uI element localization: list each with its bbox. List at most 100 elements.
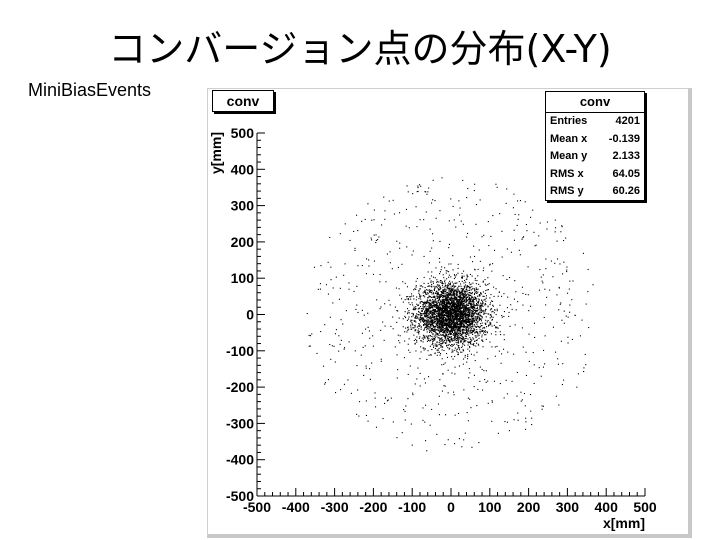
scatter-point (463, 275, 465, 277)
scatter-point (493, 286, 495, 288)
scatter-point (451, 312, 453, 314)
scatter-point (356, 214, 358, 216)
scatter-point (492, 215, 494, 217)
scatter-point (438, 311, 440, 313)
scatter-point (452, 344, 454, 346)
scatter-point (565, 315, 567, 317)
scatter-point (445, 312, 447, 314)
scatter-point (464, 301, 466, 303)
scatter-point (386, 253, 388, 255)
scatter-point (465, 335, 467, 337)
axes: -500 -400 -300 -200 -100 0 100 200 300 400 500-500… (226, 125, 657, 515)
histogram-name-tag: conv (212, 90, 274, 112)
scatter-point (479, 329, 481, 331)
scatter-point (478, 295, 480, 297)
scatter-point (439, 332, 441, 334)
scatter-point (563, 379, 565, 381)
scatter-point (453, 302, 455, 304)
scatter-point (430, 323, 432, 325)
scatter-point (469, 289, 471, 291)
scatter-point (469, 306, 471, 308)
scatter-point (459, 325, 461, 327)
scatter-point (448, 348, 450, 350)
scatter-point (447, 338, 449, 340)
scatter-point (485, 334, 487, 336)
scatter-point (424, 310, 426, 312)
scatter-point (448, 303, 450, 305)
scatter-point (450, 312, 452, 314)
scatter-point (451, 324, 453, 326)
scatter-point (448, 331, 450, 333)
scatter-point (453, 323, 455, 325)
scatter-point (455, 305, 457, 307)
scatter-point (440, 321, 442, 323)
scatter-point (442, 326, 444, 328)
y-tick-label: 200 (231, 234, 255, 250)
scatter-point (453, 343, 455, 345)
scatter-point (412, 315, 414, 317)
scatter-point (557, 363, 559, 365)
scatter-point (442, 313, 444, 315)
scatter-point (519, 254, 521, 256)
scatter-point (404, 315, 406, 317)
scatter-point (442, 274, 444, 276)
scatter-point (449, 347, 451, 349)
scatter-point (457, 327, 459, 329)
scatter-point (456, 301, 458, 303)
scatter-point (422, 308, 424, 310)
scatter-point (485, 300, 487, 302)
scatter-point (559, 303, 561, 305)
scatter-point (448, 339, 450, 341)
scatter-point (434, 337, 436, 339)
scatter-point (466, 274, 468, 276)
scatter-point (440, 313, 442, 315)
scatter-point (459, 295, 461, 297)
scatter-point (456, 288, 458, 290)
scatter-point (474, 360, 476, 362)
scatter-point (424, 320, 426, 322)
scatter-point (455, 322, 457, 324)
scatter-point (471, 308, 473, 310)
scatter-point (434, 312, 436, 314)
scatter-point (459, 324, 461, 326)
scatter-point (473, 354, 475, 356)
scatter-point (465, 318, 467, 320)
scatter-point (428, 296, 430, 298)
scatter-point (446, 294, 448, 296)
scatter-point (453, 308, 455, 310)
scatter-point (470, 318, 472, 320)
scatter-point (430, 303, 432, 305)
scatter-point (489, 341, 491, 343)
scatter-point (422, 341, 424, 343)
scatter-point (468, 317, 470, 319)
scatter-point (434, 331, 436, 333)
scatter-point (461, 341, 463, 343)
scatter-point (468, 318, 470, 320)
scatter-point (437, 322, 439, 324)
scatter-point (428, 300, 430, 302)
scatter-point (506, 188, 508, 190)
scatter-point (466, 334, 468, 336)
scatter-point (473, 374, 475, 376)
scatter-point (456, 314, 458, 316)
scatter-point (437, 281, 439, 283)
scatter-point (418, 304, 420, 306)
scatter-point (450, 263, 452, 265)
scatter-point (453, 296, 455, 298)
scatter-point (407, 296, 409, 298)
scatter-point (476, 316, 478, 318)
scatter-point (440, 323, 442, 325)
scatter-point (479, 318, 481, 320)
scatter-point (369, 378, 371, 380)
scatter-point (426, 293, 428, 295)
scatter-point (458, 336, 460, 338)
scatter-point (415, 321, 417, 323)
scatter-point (441, 312, 443, 314)
scatter-point (334, 361, 336, 363)
scatter-point (433, 309, 435, 311)
scatter-point (438, 301, 440, 303)
scatter-point (478, 307, 480, 309)
scatter-point (444, 285, 446, 287)
scatter-point (424, 316, 426, 318)
scatter-point (429, 303, 431, 305)
